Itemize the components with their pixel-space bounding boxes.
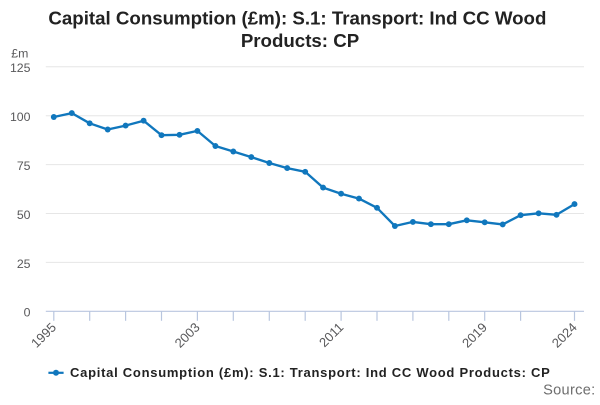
svg-text:25: 25 [17,257,31,271]
svg-text:Source:: Source: [543,383,595,399]
svg-text:75: 75 [17,159,31,173]
svg-text:Capital Consumption (£m): S.1:: Capital Consumption (£m): S.1: Transport… [48,8,546,29]
svg-text:0: 0 [24,306,31,320]
svg-text:125: 125 [10,61,31,75]
svg-text:£m: £m [11,46,28,60]
svg-text:50: 50 [17,208,31,222]
svg-text:100: 100 [10,110,31,124]
svg-text:Products: CP: Products: CP [241,30,359,51]
svg-text:Capital Consumption (£m): S.1:: Capital Consumption (£m): S.1: Transport… [70,365,551,380]
